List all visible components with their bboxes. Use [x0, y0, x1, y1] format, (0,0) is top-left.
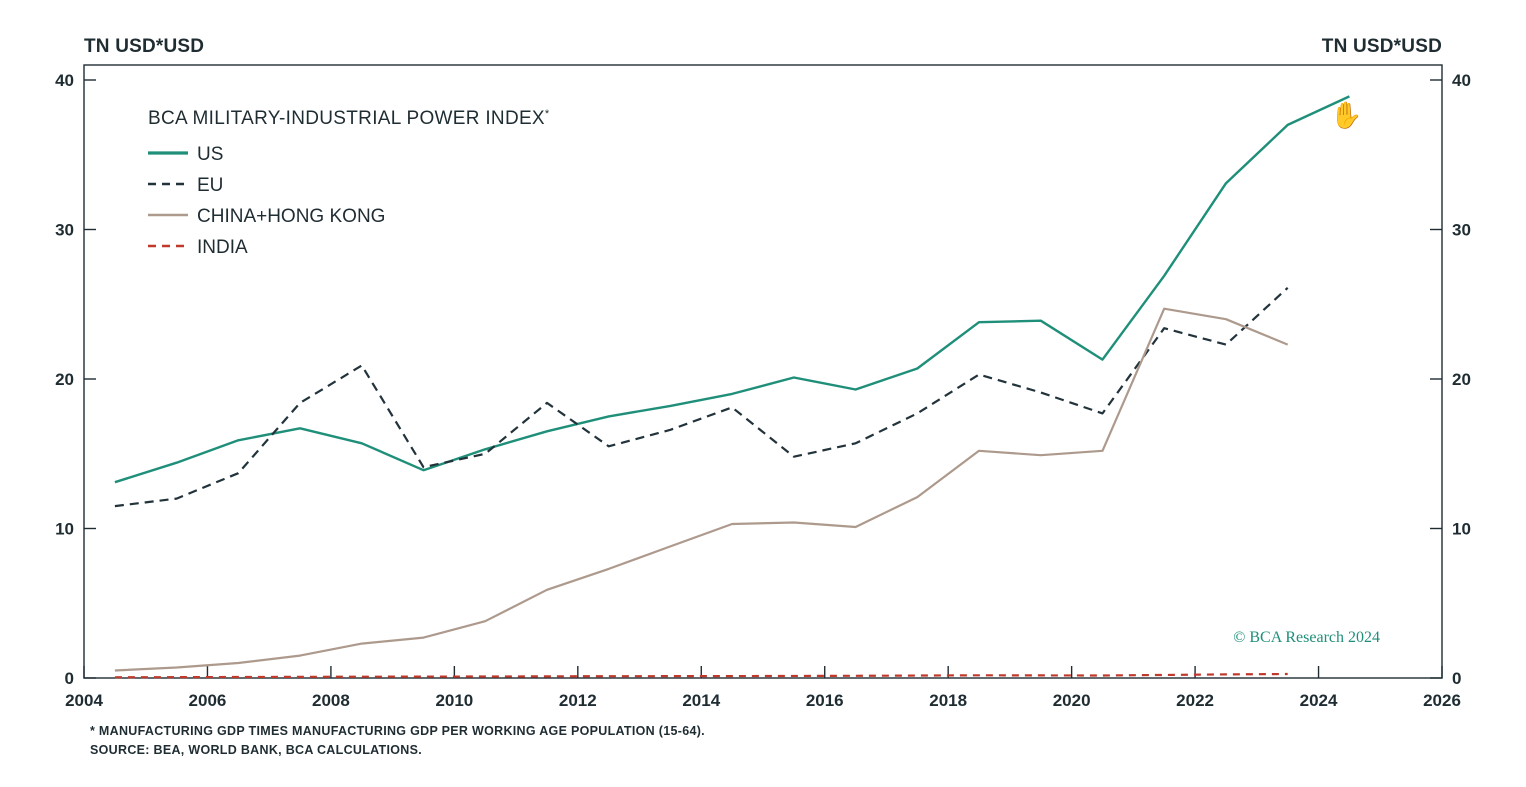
y-tick-label-left: 10 [55, 520, 74, 539]
legend-label: US [197, 144, 223, 165]
y-tick-label-left: 0 [65, 669, 74, 688]
y-tick-label-right: 20 [1452, 370, 1471, 389]
y-tick-label-right: 10 [1452, 520, 1471, 539]
series-line-eu [114, 286, 1289, 508]
x-tick-label: 2020 [1053, 691, 1091, 710]
y-tick-label-left: 20 [55, 370, 74, 389]
footnote: * MANUFACTURING GDP TIMES MANUFACTURING … [90, 724, 705, 738]
series-line-india [114, 672, 1288, 679]
right-axis-unit-label: TN USD*USD [1321, 36, 1442, 57]
legend-title: BCA MILITARY-INDUSTRIAL POWER INDEX* [148, 108, 550, 129]
x-tick-label: 2018 [929, 691, 967, 710]
x-tick-label: 2022 [1176, 691, 1214, 710]
y-tick-label-right: 0 [1452, 669, 1461, 688]
y-tick-label-left: 40 [55, 71, 74, 90]
x-tick-label: 2026 [1423, 691, 1461, 710]
x-tick-label: 2004 [65, 691, 103, 710]
x-tick-label: 2024 [1300, 691, 1338, 710]
x-tick-label: 2016 [806, 691, 844, 710]
watermark: © BCA Research 2024 [1233, 629, 1380, 646]
left-axis-unit-label: TN USD*USD [84, 36, 205, 57]
x-tick-label: 2012 [559, 691, 597, 710]
series-line-us [114, 95, 1350, 484]
legend-label: EU [197, 175, 223, 196]
y-tick-label-left: 30 [55, 221, 74, 240]
x-tick-label: 2006 [189, 691, 227, 710]
y-tick-label-right: 40 [1452, 71, 1471, 90]
hand-grab-icon: ✋ [1330, 100, 1363, 130]
x-tick-label: 2014 [682, 691, 720, 710]
series-line-china-hong-kong [114, 307, 1289, 672]
legend-title-marker: * [545, 108, 550, 120]
x-tick-label: 2008 [312, 691, 350, 710]
source-note: SOURCE: BEA, WORLD BANK, BCA CALCULATION… [90, 743, 423, 757]
legend-label: INDIA [197, 237, 248, 258]
plot-frame [83, 64, 1443, 679]
legend-label: CHINA+HONG KONG [197, 206, 385, 227]
y-tick-label-right: 30 [1452, 221, 1471, 240]
x-tick-label: 2010 [435, 691, 473, 710]
